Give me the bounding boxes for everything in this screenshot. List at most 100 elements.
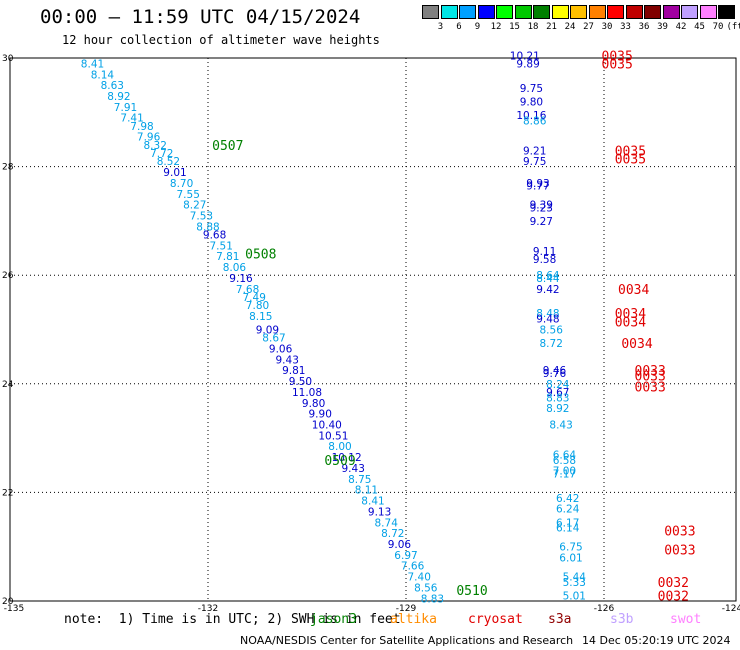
wave-height-value: 8.52 — [157, 156, 180, 168]
legend-label: 27 — [583, 22, 594, 32]
wave-height-value: 9.13 — [368, 506, 391, 518]
wave-height-value: 7.40 — [408, 572, 431, 584]
wave-height-value: 8.83 — [546, 392, 569, 404]
wave-height-value: 9.68 — [203, 229, 226, 241]
legend-label: 18 — [527, 22, 539, 32]
longitude-tick-label: -129 — [396, 604, 417, 614]
pass-time-label: 0034 — [621, 337, 652, 352]
pass-time-label: 0035 — [602, 57, 633, 72]
wave-height-value: 8.41 — [81, 58, 104, 70]
legend-swatch — [551, 5, 569, 19]
wave-height-value: 10.51 — [318, 430, 348, 442]
wave-height-value: 9.90 — [309, 409, 332, 421]
wave-height-value: 5.01 — [563, 591, 586, 603]
wave-height-value: 9.21 — [523, 145, 546, 157]
wave-height-value: 9.06 — [269, 344, 293, 356]
wave-height-value: 7.66 — [401, 561, 425, 573]
legend-swatch — [625, 5, 643, 19]
pass-time-label: 0034 — [618, 283, 649, 298]
legend-label: 9 — [474, 22, 481, 32]
pass-time-label: 0033 — [635, 370, 666, 385]
map-frame — [9, 57, 737, 602]
wave-height-value: 7.17 — [553, 468, 576, 480]
wave-height-value: 7.41 — [120, 113, 143, 125]
wave-height-value: 8.27 — [183, 200, 206, 212]
wave-height-value: 9.77 — [526, 181, 549, 193]
pass-time-label: 0035 — [602, 49, 633, 64]
wave-height-value: 8.06 — [223, 262, 247, 274]
wave-height-value: 9.58 — [533, 254, 556, 266]
legend-label: 15 — [509, 22, 520, 32]
legend-swatch — [699, 5, 717, 19]
wave-height-value: 9.75 — [520, 83, 543, 95]
wave-height-value: 8.67 — [262, 333, 285, 345]
satellite-cryosat: cryosat — [468, 612, 523, 627]
wave-height-value: 9.11 — [533, 246, 556, 258]
wave-height-value: 8.56 — [540, 325, 564, 337]
longitude-tick-label: -124 — [722, 604, 740, 614]
wave-height-value: 9.39 — [530, 200, 553, 212]
wave-height-value: 9.76 — [543, 368, 567, 380]
satellite-s3a: s3a — [548, 612, 572, 627]
legend-swatch — [496, 5, 513, 19]
legend-swatch — [459, 5, 476, 19]
wave-height-value: 8.63 — [101, 80, 124, 92]
wave-height-value: 10.40 — [312, 420, 342, 432]
latitude-tick-label: 26 — [2, 271, 14, 281]
wave-height-value: 6.01 — [559, 553, 582, 565]
latitude-tick-label: 22 — [2, 488, 13, 498]
latitude-tick-label: 20 — [2, 597, 14, 607]
longitude-tick-label: -132 — [198, 604, 218, 614]
legend-swatch — [570, 5, 587, 19]
wave-height-value: 8.92 — [107, 91, 130, 103]
legend-label: 39 — [657, 22, 668, 32]
pass-time-label: 0033 — [664, 543, 695, 558]
wave-height-value: 6.24 — [556, 504, 580, 516]
wave-height-value: 7.00 — [553, 466, 576, 478]
wave-height-value: 10.16 — [516, 110, 546, 122]
wave-height-value: 9.80 — [520, 96, 543, 108]
wave-height-value: 9.16 — [229, 273, 253, 285]
wave-height-value: 8.83 — [421, 593, 444, 605]
wave-height-value: 8.43 — [549, 420, 572, 432]
legend-label: 42 — [675, 22, 687, 32]
wave-height-value: 6.58 — [553, 455, 576, 467]
footer-note: note: 1) Time is in UTC; 2) SWH is in fe… — [64, 612, 401, 627]
wave-height-value: 6.64 — [553, 449, 577, 461]
legend-label: 21 — [546, 22, 557, 32]
wave-height-value: 9.42 — [536, 284, 559, 296]
wave-height-value: 9.43 — [276, 354, 299, 366]
wave-height-value: 8.92 — [546, 403, 569, 415]
latitude-tick-label: 28 — [2, 163, 14, 173]
legend-label: 70 — [712, 22, 724, 32]
wave-height-value: 9.23 — [530, 202, 553, 214]
legend-swatch — [662, 5, 680, 19]
wave-height-value: 8.00 — [328, 441, 351, 453]
longitude-tick-label: -126 — [594, 604, 615, 614]
latitude-tick-label: 30 — [2, 54, 14, 64]
wave-height-value: 8.86 — [523, 115, 547, 127]
legend-swatch — [477, 5, 495, 19]
wave-height-value: 7.49 — [243, 292, 266, 304]
wave-height-value: 8.74 — [375, 517, 399, 529]
pass-time-label: 0035 — [615, 144, 646, 159]
pass-time-label: 0035 — [615, 152, 646, 167]
wave-height-value: 6.75 — [559, 542, 582, 554]
wave-height-value: 7.55 — [177, 189, 200, 201]
legend-label: 6 — [456, 22, 462, 32]
wave-height-value: 6.14 — [556, 523, 580, 535]
wave-height-value: 11.08 — [292, 387, 322, 399]
wave-height-value: 8.32 — [144, 140, 167, 152]
wave-height-value: 9.06 — [388, 539, 412, 551]
pass-time-label: 0507 — [212, 139, 243, 154]
wave-height-value: 8.14 — [91, 69, 115, 81]
wave-height-value: 9.09 — [256, 325, 279, 337]
wave-height-value: 9.67 — [546, 387, 569, 399]
legend-swatch — [588, 5, 606, 19]
wave-height-value: 9.27 — [530, 216, 553, 228]
wave-height-value: 8.11 — [355, 485, 378, 497]
wave-height-value: 5.33 — [563, 577, 586, 589]
wave-height-value: 10.21 — [510, 50, 540, 62]
wave-height-value: 9.81 — [282, 365, 305, 377]
